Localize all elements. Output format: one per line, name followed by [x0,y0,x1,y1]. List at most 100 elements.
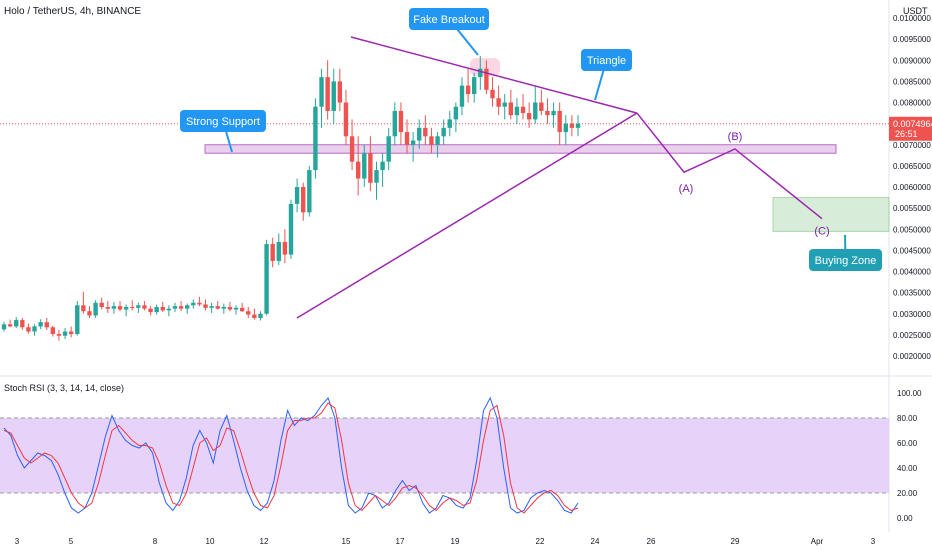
candle-body [258,313,263,318]
candle-body [533,102,538,120]
candle-body [68,331,74,335]
buying-zone-callout-box [809,249,882,271]
rsi-tick-label: 20.00 [897,489,918,498]
candle-body [26,327,31,332]
candle-body [325,77,330,111]
candle-body [44,322,49,328]
price-tick-label: 0.0085000 [893,77,931,86]
fake-breakout-callout-text: Fake Breakout [413,14,485,26]
candle-body [508,102,514,116]
candle-body [288,203,294,255]
candle-body [313,106,318,171]
candle-body [539,102,544,111]
candles-group [1,56,581,341]
candle-body [349,136,355,162]
rsi-band-fill [0,418,889,493]
time-tick-label: 15 [342,537,351,546]
candle-body [368,153,373,183]
triangle-callout-box [581,49,632,71]
price-tag-countdown: 26:51 [895,129,918,139]
price-tick-label: 0.0100000 [893,14,931,23]
candle-body [136,305,141,308]
last-price-tag: 0.0074964 26:51 [889,116,932,141]
candle-body [331,81,336,111]
candle-body [93,302,98,316]
time-axis: 3 5 8 10 12 15 17 19 22 24 26 29 Apr 3 [15,537,876,546]
buying-zone-rect [772,197,890,232]
candle-body [62,331,68,336]
candle-body [227,306,233,310]
candle-body [148,308,153,313]
candle-body [337,81,343,103]
currency-label: USDT [903,6,928,16]
candle-body [14,320,19,327]
candle-body [471,77,477,95]
candle-body [142,305,147,309]
candle-body [520,106,526,114]
candle-body [20,320,25,328]
time-tick-label: 22 [536,537,545,546]
price-tick-label: 0.0030000 [893,310,931,319]
candle-body [197,302,202,305]
time-tick-label: 29 [731,537,740,546]
strong-support-callout-text: Strong Support [186,116,260,128]
candle-body [459,85,465,107]
price-tick-label: 0.0035000 [893,289,931,298]
time-tick-label: 24 [591,537,600,546]
candle-body [545,110,550,116]
candle-body [447,119,452,128]
price-tag-background [889,116,932,141]
candle-body [362,153,367,179]
price-tick-label: 0.0050000 [893,225,931,234]
candle-body [246,311,251,315]
wave-label-a: (A) [679,183,694,195]
candle-body [270,244,275,261]
buying-zone-callout-text: Buying Zone [815,255,877,267]
price-tag-value: 0.0074964 [893,119,932,129]
candle-body [496,98,501,107]
candle-body [7,324,13,327]
candle-body [252,314,257,318]
candle-body [557,110,562,133]
candle-body [160,306,165,311]
candle-body [184,305,190,309]
zones-group [0,58,890,232]
candle-body [392,110,398,137]
candle-body [569,123,575,128]
candle-body [465,85,471,95]
price-tick-label: 0.0040000 [893,268,931,277]
candle-body [87,311,92,316]
candle-body [99,302,104,307]
price-tick-label: 0.0070000 [893,141,931,150]
candle-body [123,306,129,310]
fake-breakout-callout-box [409,8,489,30]
candle-body [130,306,135,308]
rsi-lines-group [3,396,579,514]
candle-body [551,110,556,116]
price-tick-label: 0.0025000 [893,331,931,340]
candle-body [398,110,404,133]
triangle-upper-line [350,36,638,114]
time-tick-label: 10 [206,537,215,546]
wave-label-b: (B) [728,131,743,143]
candle-body [1,324,7,330]
candle-body [301,187,306,213]
rsi-axis: 100.00 80.00 60.00 40.00 20.00 0.00 [897,389,922,523]
rsi-tick-label: 60.00 [897,439,918,448]
drawings-group: (A) (B) (C) Fake Breakout Triangle Strong Sup… [180,8,882,319]
strong-support-zone [204,144,837,154]
candle-body [239,307,245,312]
candle-body [355,161,361,179]
candle-body [215,306,220,309]
candle-body [81,305,86,312]
candle-body [32,326,37,332]
triangle-lower-line [296,112,638,319]
price-tick-label: 0.0055000 [893,204,931,213]
price-tick-label: 0.0090000 [893,56,931,65]
price-axis: 0.0100000 0.0095000 0.0090000 0.0085000 0.00… [893,14,931,361]
rsi-tick-label: 0.00 [897,514,913,523]
candle-body [484,68,489,90]
candle-body [111,306,117,309]
time-tick-label: 19 [451,537,460,546]
